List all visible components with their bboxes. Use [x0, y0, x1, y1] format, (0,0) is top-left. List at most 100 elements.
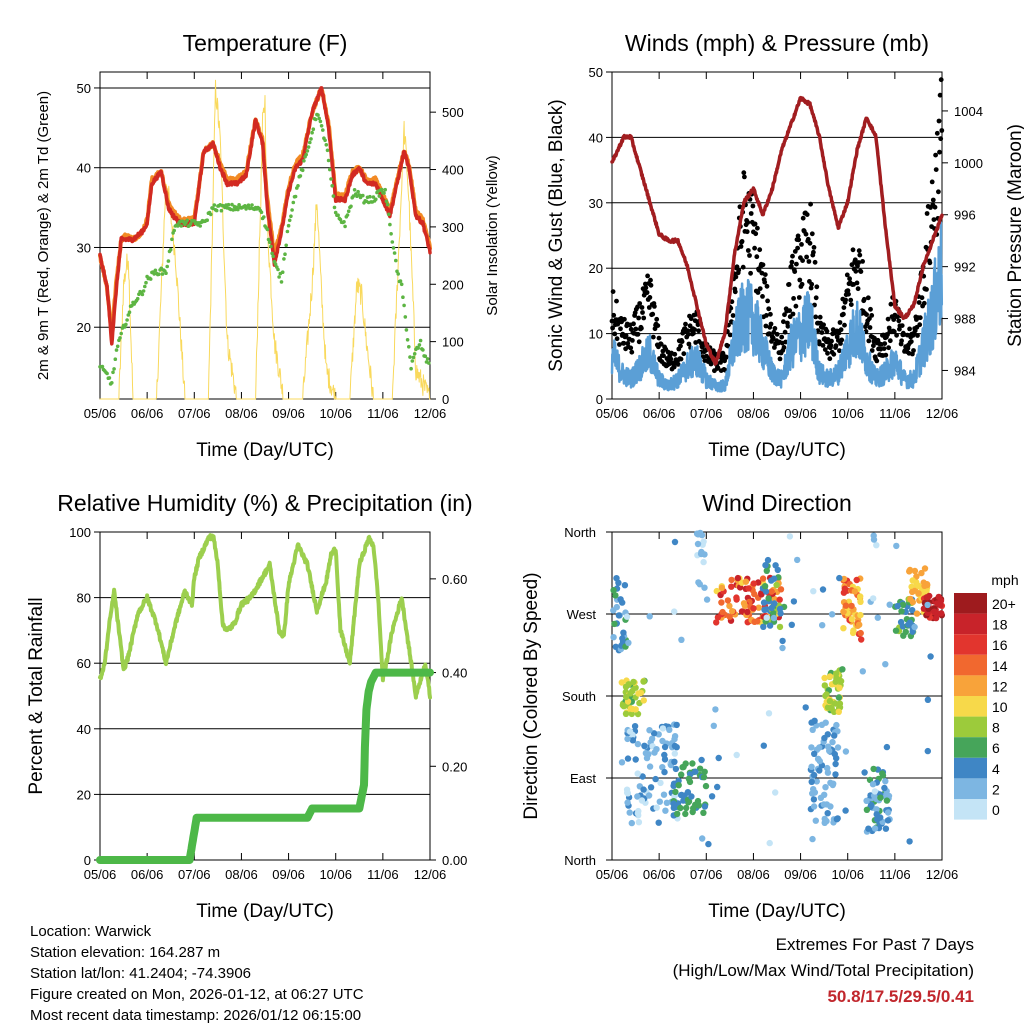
- y-tick-label: 40: [77, 722, 91, 737]
- wind-direction-point: [851, 588, 858, 595]
- dewpoint-point: [185, 218, 189, 223]
- gust-point: [617, 342, 622, 347]
- wind-direction-point: [819, 586, 827, 593]
- colorbar-label: 12: [992, 678, 1008, 694]
- gust-point: [635, 331, 641, 337]
- y2-tick-label: 0: [442, 392, 449, 407]
- gust-point: [939, 128, 945, 133]
- gust-point: [681, 351, 687, 357]
- wind-direction-point: [826, 697, 834, 705]
- x-tick-label: 08/06: [737, 867, 770, 882]
- gust-point: [868, 306, 873, 312]
- gust-point: [755, 290, 761, 295]
- wind-direction-point: [728, 576, 735, 584]
- wind-direction-point: [714, 783, 721, 791]
- gust-point: [891, 329, 897, 335]
- wind-direction-point: [766, 622, 774, 629]
- wind-direction-point: [610, 634, 617, 641]
- dewpoint-point: [176, 224, 180, 228]
- dewpoint-point: [212, 203, 217, 207]
- wind-direction-point: [629, 737, 637, 744]
- y2-tick-label: 0.60: [442, 572, 467, 587]
- wind-direction-point: [671, 608, 678, 615]
- wind-direction-point: [699, 541, 706, 548]
- dewpoint-point: [277, 275, 281, 279]
- wind-direction-point: [924, 696, 932, 703]
- wind-direction-point: [685, 775, 693, 782]
- x-tick-label: 06/06: [131, 406, 164, 421]
- y2-axis-label: Station Pressure (Maroon): [1005, 124, 1024, 347]
- wind-direction-point: [612, 592, 619, 599]
- gust-point: [748, 270, 753, 276]
- wind-direction-point: [625, 639, 632, 646]
- gust-point: [838, 327, 844, 333]
- gust-point: [933, 152, 938, 158]
- x-axis-label: Time (Day/UTC): [196, 440, 334, 461]
- wind-direction-point: [813, 778, 820, 785]
- wind-direction-point: [810, 803, 818, 810]
- gust-point: [639, 325, 644, 331]
- wind-direction-point: [646, 763, 654, 770]
- dewpoint-point: [179, 224, 184, 228]
- wind-direction-point: [674, 810, 681, 817]
- gust-point: [658, 341, 664, 347]
- y-tick-label: 40: [77, 161, 91, 176]
- wind-direction-point: [695, 802, 703, 809]
- gust-point: [849, 262, 855, 268]
- wind-direction-point: [911, 567, 919, 575]
- wind-direction-point: [671, 742, 679, 750]
- y2-tick-label: 100: [442, 335, 464, 350]
- gust-point: [852, 257, 858, 263]
- wind-direction-point: [934, 600, 941, 607]
- dewpoint-point: [405, 338, 410, 342]
- dewpoint-point: [270, 251, 274, 256]
- wind-direction-point: [863, 806, 871, 813]
- gust-point: [648, 277, 653, 283]
- wind-direction-point: [726, 613, 733, 620]
- gust-point: [612, 331, 618, 337]
- gust-point: [636, 315, 641, 321]
- gust-point: [800, 215, 806, 221]
- gust-point: [790, 253, 795, 259]
- gust-point: [812, 259, 818, 265]
- wind-direction-point: [678, 791, 685, 799]
- wind-direction-point: [909, 607, 916, 614]
- dewpoint-point: [382, 191, 386, 195]
- x-axis-label: Time (Day/UTC): [708, 440, 846, 461]
- wind-direction-point: [900, 632, 907, 639]
- wind-direction-point: [760, 742, 767, 749]
- wind-direction-point: [882, 825, 890, 832]
- wind-direction-point: [853, 576, 860, 584]
- gust-point: [809, 281, 815, 287]
- gust-point: [781, 345, 787, 350]
- y-axis-label: Percent & Total Rainfall: [26, 597, 47, 794]
- wind-direction-point: [877, 794, 884, 801]
- dewpoint-point: [404, 328, 409, 332]
- gust-point: [739, 239, 745, 244]
- wind-direction-point: [916, 583, 923, 590]
- wind-direction-point: [779, 644, 786, 652]
- x-tick-label: 09/06: [272, 406, 305, 421]
- colorbar-label: 14: [992, 658, 1008, 674]
- wind-direction-point: [684, 789, 692, 796]
- gust-point: [836, 330, 842, 336]
- gust-point: [822, 347, 828, 352]
- dewpoint-point: [287, 218, 292, 223]
- gust-point: [764, 283, 770, 289]
- dewpoint-point: [265, 227, 270, 232]
- gust-point: [790, 311, 796, 317]
- gust-point: [755, 225, 760, 231]
- dewpoint-point: [343, 224, 347, 229]
- dewpoint-point: [246, 203, 251, 207]
- wind-direction-point: [682, 810, 689, 818]
- wind-direction-point: [611, 620, 618, 628]
- wind-direction-point: [822, 719, 829, 726]
- wind-direction-point: [672, 788, 679, 796]
- wind-direction-point: [833, 674, 840, 682]
- dewpoint-point: [293, 194, 298, 199]
- gust-point: [635, 304, 640, 310]
- wind-direction-point: [627, 690, 634, 697]
- dewpoint-point: [316, 113, 320, 117]
- dewpoint-point: [394, 258, 398, 263]
- wind-direction-point: [662, 807, 669, 814]
